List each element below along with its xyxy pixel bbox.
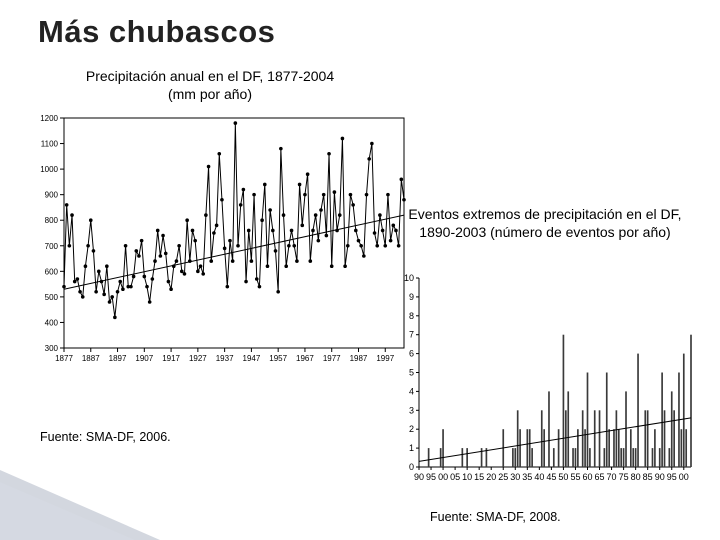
svg-text:2: 2: [409, 424, 414, 434]
chart2-caption: Eventos extremos de precipitación en el …: [395, 206, 695, 241]
svg-text:1927: 1927: [189, 354, 207, 363]
svg-text:1897: 1897: [109, 354, 127, 363]
svg-text:1997: 1997: [376, 354, 394, 363]
svg-text:45: 45: [546, 472, 556, 482]
svg-text:400: 400: [45, 318, 59, 327]
svg-text:1877: 1877: [55, 354, 73, 363]
svg-text:00: 00: [438, 472, 448, 482]
svg-text:500: 500: [45, 293, 59, 302]
svg-text:30: 30: [510, 472, 520, 482]
svg-text:90: 90: [414, 472, 424, 482]
svg-text:70: 70: [607, 472, 617, 482]
svg-text:0: 0: [409, 462, 414, 472]
svg-text:10: 10: [462, 472, 472, 482]
svg-text:1907: 1907: [135, 354, 153, 363]
svg-text:300: 300: [45, 344, 59, 353]
svg-text:5: 5: [409, 368, 414, 378]
chart2: 0123456789109095000510152025303540455055…: [395, 272, 695, 487]
svg-text:9: 9: [409, 292, 414, 302]
svg-text:1977: 1977: [323, 354, 341, 363]
svg-text:25: 25: [498, 472, 508, 482]
svg-text:95: 95: [426, 472, 436, 482]
svg-text:1967: 1967: [296, 354, 314, 363]
svg-text:800: 800: [45, 216, 59, 225]
svg-text:35: 35: [522, 472, 532, 482]
svg-text:3: 3: [409, 405, 414, 415]
svg-text:80: 80: [631, 472, 641, 482]
svg-text:1917: 1917: [162, 354, 180, 363]
svg-text:75: 75: [619, 472, 629, 482]
svg-text:00: 00: [679, 472, 689, 482]
svg-text:95: 95: [667, 472, 677, 482]
svg-text:15: 15: [474, 472, 484, 482]
svg-text:900: 900: [45, 191, 59, 200]
slide-title: Más chubascos: [38, 14, 275, 50]
svg-text:700: 700: [45, 242, 59, 251]
svg-text:1887: 1887: [82, 354, 100, 363]
svg-text:90: 90: [655, 472, 665, 482]
svg-text:4: 4: [409, 386, 414, 396]
svg-text:60: 60: [582, 472, 592, 482]
svg-text:1200: 1200: [40, 114, 58, 123]
svg-text:1987: 1987: [350, 354, 368, 363]
svg-text:1100: 1100: [41, 140, 59, 149]
svg-text:1000: 1000: [40, 165, 58, 174]
chart1: 300 400 500 600 700 800 900 1000 1100 1200 1877 188…: [30, 110, 410, 370]
chart1-caption: Precipitación anual en el DF, 1877-2004 …: [30, 68, 390, 103]
svg-text:600: 600: [45, 267, 59, 276]
svg-text:10: 10: [404, 273, 414, 283]
svg-text:40: 40: [534, 472, 544, 482]
svg-text:8: 8: [409, 311, 414, 321]
svg-text:7: 7: [409, 330, 414, 340]
svg-text:1957: 1957: [269, 354, 287, 363]
svg-text:6: 6: [409, 349, 414, 359]
svg-text:05: 05: [450, 472, 460, 482]
chart1-source: Fuente: SMA-DF, 2006.: [40, 430, 171, 444]
decorative-corner-inner: [0, 482, 135, 540]
svg-text:20: 20: [486, 472, 496, 482]
svg-text:1: 1: [409, 443, 414, 453]
svg-text:65: 65: [595, 472, 605, 482]
chart2-source: Fuente: SMA-DF, 2008.: [430, 510, 561, 524]
svg-text:1947: 1947: [243, 354, 261, 363]
svg-text:1937: 1937: [216, 354, 234, 363]
svg-text:85: 85: [643, 472, 653, 482]
svg-text:50: 50: [558, 472, 568, 482]
svg-text:55: 55: [570, 472, 580, 482]
